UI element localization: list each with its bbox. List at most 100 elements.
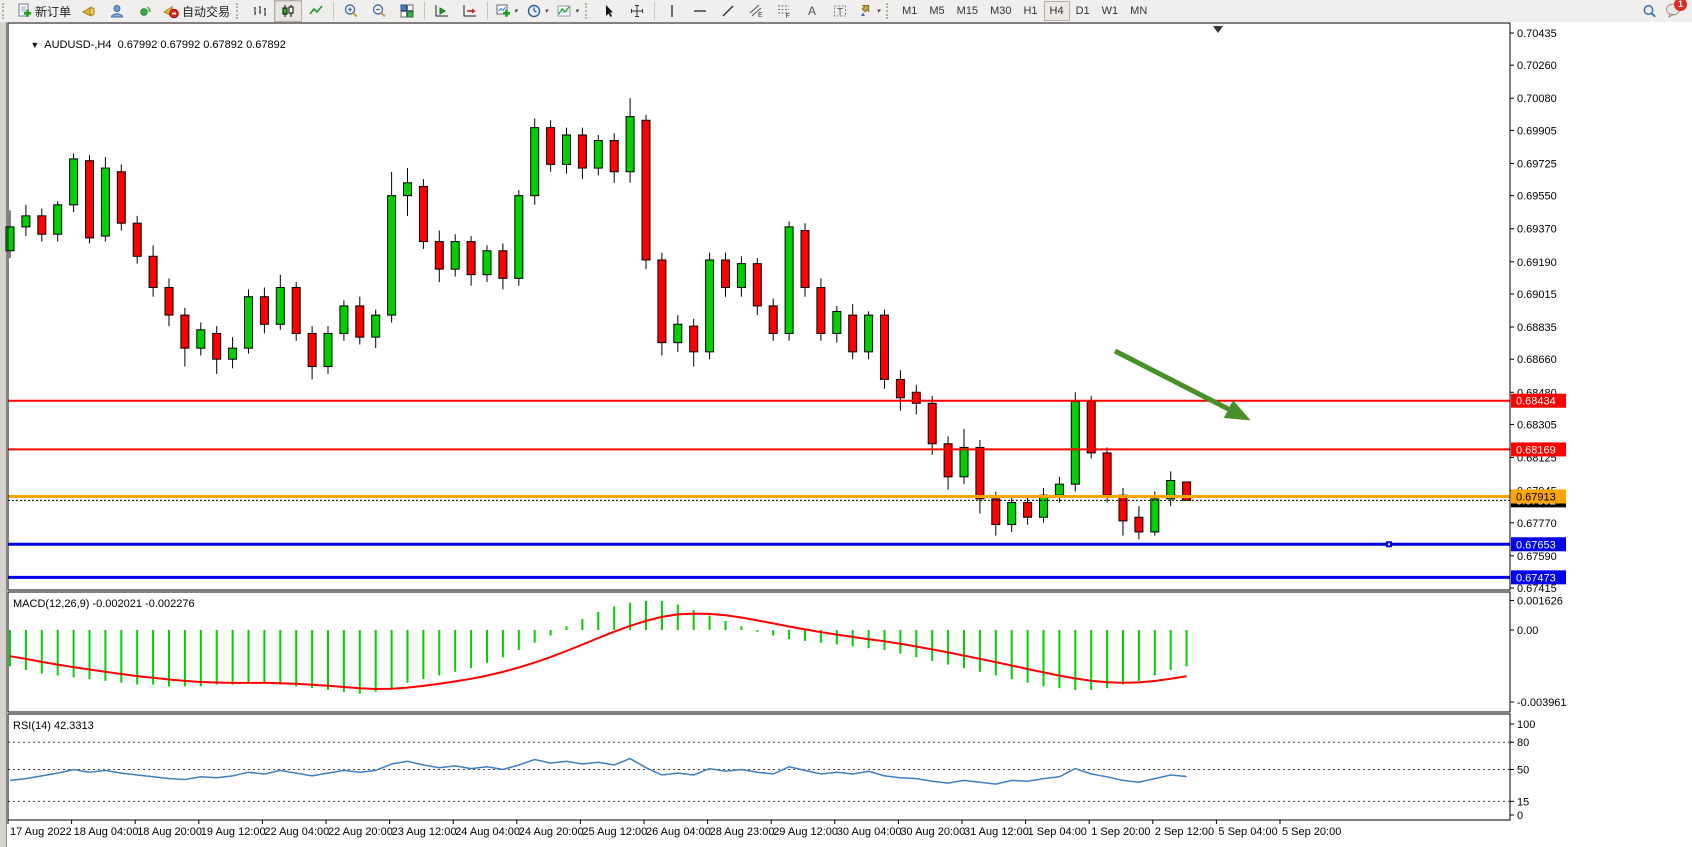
svg-text:31 Aug 12:00: 31 Aug 12:00 <box>964 826 1029 838</box>
price-axis: 0.70435 0.70260 0.70080 0.69905 0.69725 0.695… <box>1510 28 1557 595</box>
tile-windows-button[interactable] <box>393 0 421 22</box>
svg-text:0.68305: 0.68305 <box>1517 419 1557 431</box>
zoom-out-button[interactable] <box>365 0 393 22</box>
candlestick-chart-button[interactable] <box>274 0 303 22</box>
cursor-icon <box>605 5 613 17</box>
svg-text:28 Aug 23:00: 28 Aug 23:00 <box>710 826 775 838</box>
svg-text:0.69905: 0.69905 <box>1517 125 1557 137</box>
fibonacci-button[interactable]: F <box>770 0 798 22</box>
timeframe-h4[interactable]: H4 <box>1043 1 1070 21</box>
macd-axis: 0.001626 0.00 -0.003961 <box>1510 595 1567 709</box>
period-dropdown[interactable]: ▾ <box>522 0 553 22</box>
svg-text:0.69725: 0.69725 <box>1517 158 1557 170</box>
svg-text:24 Aug 04:00: 24 Aug 04:00 <box>455 826 520 838</box>
svg-text:50: 50 <box>1517 765 1529 777</box>
svg-text:0.67770: 0.67770 <box>1517 518 1557 530</box>
line-chart-icon <box>309 5 323 15</box>
svg-text:22 Aug 04:00: 22 Aug 04:00 <box>264 826 329 838</box>
timeframe-m5[interactable]: M5 <box>929 5 945 17</box>
timeframe-m1[interactable]: M1 <box>902 5 918 17</box>
signal-button[interactable] <box>131 0 159 22</box>
mql-community-button[interactable] <box>75 0 103 22</box>
svg-text:F: F <box>785 13 789 19</box>
timeframe-bar: M1 M5 M15 M30 H1 H4 D1 W1 MN <box>896 1 1153 21</box>
toolbar-grip[interactable] <box>886 3 894 19</box>
clock-icon <box>527 4 540 18</box>
line-chart-button[interactable] <box>302 0 330 22</box>
rsi-line <box>9 757 1187 785</box>
timeframe-mn[interactable]: MN <box>1130 5 1148 17</box>
search-icon[interactable] <box>1642 4 1657 19</box>
toolbar-grip[interactable] <box>2 3 10 19</box>
macd-histogram <box>9 600 1188 694</box>
svg-text:0.00: 0.00 <box>1517 625 1538 637</box>
metaquotes-button[interactable] <box>103 0 131 22</box>
svg-text:2 Sep 12:00: 2 Sep 12:00 <box>1155 826 1214 838</box>
panel-backgrounds <box>0 22 1692 847</box>
fibonacci-icon: F <box>777 5 789 19</box>
one-click-trading-arrow-icon[interactable]: ▼ <box>30 40 40 50</box>
timeframe-w1[interactable]: W1 <box>1101 5 1119 17</box>
vertical-line-icon <box>670 5 673 17</box>
rsi-axis: 100 80 50 15 0 <box>1510 719 1535 822</box>
auto-scroll-button[interactable] <box>428 0 456 22</box>
toolbar-grip[interactable] <box>584 3 593 19</box>
candlestick-chart-icon <box>282 5 294 17</box>
zoom-in-icon <box>344 4 358 18</box>
svg-text:5 Sep 04:00: 5 Sep 04:00 <box>1218 826 1277 838</box>
svg-text:1 Sep 04:00: 1 Sep 04:00 <box>1028 826 1087 838</box>
indicators-dropdown[interactable]: ▾ <box>552 0 583 22</box>
new-chart-icon <box>496 4 511 17</box>
horizontal-line-button[interactable] <box>686 0 714 22</box>
timeframe-m15[interactable]: M15 <box>956 5 979 17</box>
crosshair-icon <box>630 5 643 17</box>
svg-text:A: A <box>808 4 816 18</box>
svg-text:0.69550: 0.69550 <box>1517 191 1557 203</box>
text-button[interactable]: A <box>798 0 826 22</box>
chart-shift-marker <box>1213 26 1223 33</box>
trendline-icon <box>722 5 734 17</box>
candlesticks <box>5 98 1192 540</box>
person-chart-icon <box>111 5 124 18</box>
bar-chart-button[interactable] <box>246 0 274 22</box>
svg-text:24 Aug 20:00: 24 Aug 20:00 <box>519 826 584 838</box>
toolbar-grip[interactable] <box>236 3 244 19</box>
text-label-button[interactable]: T <box>826 0 854 22</box>
crosshair-button[interactable] <box>623 0 651 22</box>
svg-text:T: T <box>837 7 843 18</box>
timeframe-m30[interactable]: M30 <box>990 5 1012 17</box>
trendline-button[interactable] <box>714 0 742 22</box>
svg-text:17 Aug 2022: 17 Aug 2022 <box>10 826 72 838</box>
horizontal-line-icon <box>693 10 706 12</box>
indicators-icon <box>557 5 571 17</box>
chat-button[interactable]: 1 <box>1665 0 1687 21</box>
vertical-line-button[interactable] <box>658 0 686 22</box>
timeframe-d1[interactable]: D1 <box>1075 5 1090 17</box>
toolbar: 新订单 自动交易 <box>0 0 1692 23</box>
svg-text:E: E <box>758 12 763 19</box>
toolbar-separator <box>487 2 489 20</box>
svg-text:0.68835: 0.68835 <box>1517 322 1557 334</box>
toolbar-separator <box>653 2 655 20</box>
svg-text:19 Aug 12:00: 19 Aug 12:00 <box>201 826 266 838</box>
macd-indicator-label: MACD(12,26,9) -0.002021 -0.002276 <box>13 598 195 610</box>
svg-text:22 Aug 20:00: 22 Aug 20:00 <box>328 826 393 838</box>
cursor-button[interactable] <box>595 0 623 22</box>
tile-windows-icon <box>400 4 414 18</box>
chart-title-bar: ▼ AUDUSD-,H4 0.67992 0.67992 0.67892 0.67… <box>12 27 285 63</box>
new-chart-dropdown[interactable]: ▾ <box>491 0 522 22</box>
svg-text:25 Aug 12:00: 25 Aug 12:00 <box>582 826 647 838</box>
equidistant-channel-button[interactable]: E <box>742 0 770 22</box>
chart-shift-button[interactable] <box>456 0 484 22</box>
auto-trading-button[interactable]: 自动交易 <box>159 0 234 22</box>
rsi-indicator-label: RSI(14) 42.3313 <box>13 720 94 732</box>
zoom-out-icon <box>372 4 386 18</box>
new-order-button[interactable]: 新订单 <box>12 0 75 22</box>
text-icon: A <box>808 4 816 18</box>
zoom-in-button[interactable] <box>337 0 365 22</box>
timeframe-h1[interactable]: H1 <box>1023 5 1038 17</box>
arrows-dropdown[interactable]: ▾ <box>854 0 885 22</box>
svg-text:5 Sep 20:00: 5 Sep 20:00 <box>1282 826 1341 838</box>
